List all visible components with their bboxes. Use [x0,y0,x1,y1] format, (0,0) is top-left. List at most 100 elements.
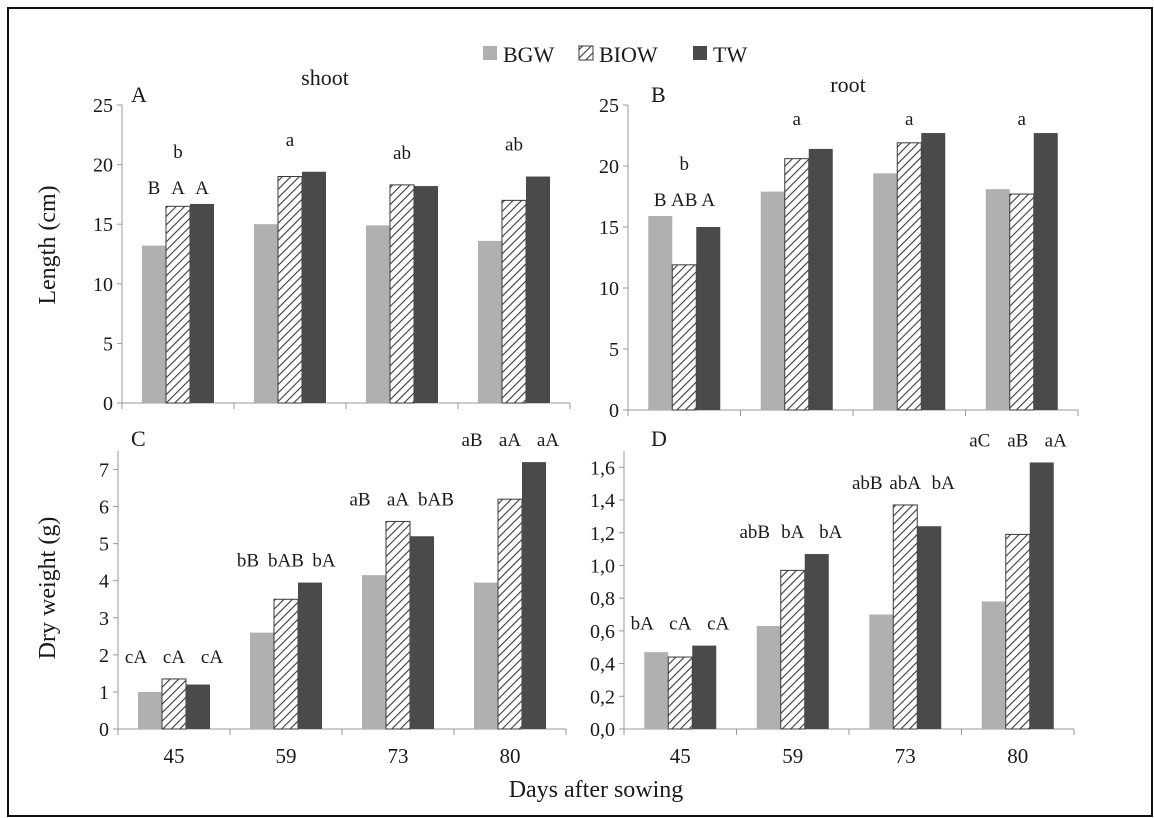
panel-a-bar-bgw [478,241,502,403]
panel-a-bar-biow [502,200,526,403]
panel-c-y-tick-label: 5 [99,534,109,556]
panel-c-y-tick-label: 1 [99,682,109,704]
panel-b-bar-bgw [986,189,1010,410]
panel-c-bar-label: cA [163,647,185,668]
y-axis-title-length: Length (cm) [35,185,61,304]
panel-d-y-tick-label: 1,0 [590,555,615,577]
panel-d-bar-label: bA [781,522,805,543]
panel-a-group-label: a [286,130,295,151]
panel-c-y-tick-label: 7 [99,460,109,482]
panel-d-bar-tw [917,526,941,729]
panel-d-bar-label: aC [969,430,990,451]
panel-d-bar-label: bA [631,614,655,635]
panel-c-bar-label: cA [125,647,147,668]
legend-swatch-tw [693,46,707,60]
panel-c-x-tick-label: 45 [164,744,185,768]
panel-d-y-tick-label: 1,2 [590,523,615,545]
panel-d-bar-label: abB [739,522,770,543]
panel-d-y-tick-label: 1,4 [590,490,615,512]
panel-b-title: root [830,72,865,97]
panel-b-bar-biow [897,143,921,410]
panel-c-bar-biow [162,679,186,729]
panel-c-bar-label: aA [387,489,409,510]
panel-d-letter: D [651,426,667,451]
panel-a-bar-biow [166,206,190,403]
panel-c-y-tick-label: 4 [99,571,109,593]
panel-a-title: shoot [301,65,349,90]
panel-d-bar-tw [1030,462,1054,729]
panel-c-bar-bgw [138,692,162,729]
panel-d-bar-tw [692,646,716,729]
panel-a-bar-bgw [366,225,390,403]
panel-d-bar-label: aA [1045,430,1067,451]
panel-d-bar-biow [893,505,917,729]
panel-b-group-label: b [680,154,690,175]
legend-label-biow: BIOW [599,42,658,67]
panel-a-group-label: ab [393,143,411,164]
panel-d-y-tick-label: 0,4 [590,654,615,676]
panel-d-bar-label: abB [852,473,883,494]
panel-c-bar-tw [410,536,434,729]
panel-a-bar-bgw [254,224,278,403]
panel-c-bar-label: bA [312,551,336,572]
panel-d-bar-biow [781,570,805,729]
panel-a-y-tick-label: 20 [93,155,113,177]
panel-b-y-tick-label: 0 [609,400,619,422]
panel-c-x-tick-label: 80 [500,744,521,768]
panel-c-bar-bgw [474,583,498,729]
panel-b-y-tick-label: 5 [609,339,619,361]
panel-a-bar-tw [526,177,550,403]
panel-c-bar-biow [498,499,522,729]
panel-d-bar-label: bA [819,522,843,543]
panel-c-bar-label: bAB [268,551,304,572]
panel-d-y-tick-label: 0,6 [590,621,615,643]
panel-d-bar-bgw [757,626,781,729]
legend-swatch-biow [579,46,593,60]
panel-c-y-tick-label: 6 [99,497,109,519]
panel-b-bar-label: A [701,190,715,211]
panel-c-bar-biow [386,521,410,729]
legend-swatch-bgw [483,46,497,60]
panel-d-x-tick-label: 73 [895,744,916,768]
panel-d-bar-tw [805,554,829,729]
panel-a-bar-tw [190,204,214,403]
panel-d-bar-label: cA [669,614,691,635]
panel-b-letter: B [651,82,666,107]
panel-d-bar-label: abA [889,473,921,494]
panel-c-bar-bgw [250,633,274,729]
panel-c-x-tick-label: 73 [388,744,409,768]
panel-d-bar-bgw [644,652,668,729]
panel-b-y-tick-label: 25 [599,95,619,117]
panel-c-letter: C [131,426,146,451]
panel-b-bar-biow [1010,194,1034,410]
legend: BGW BIOW TW [483,42,747,67]
panel-b-bar-label: AB [671,190,697,211]
legend-label-tw: TW [713,42,747,67]
legend-label-bgw: BGW [503,42,555,67]
panel-b-y-tick-label: 20 [599,156,619,178]
panel-c-bar-label: aB [461,430,482,451]
panel-a-bar-bgw [142,246,166,403]
panel-d-x-tick-label: 80 [1007,744,1028,768]
panel-d-x-tick-label: 45 [670,744,691,768]
panel-a-group-label: b [173,142,183,163]
panel-d-y-tick-label: 0,8 [590,588,615,610]
panel-d-y-tick-label: 1,6 [590,457,615,479]
panel-a-bar-label: B [148,178,161,199]
panel-a-y-tick-label: 15 [93,214,113,236]
panel-a-y-tick-label: 10 [93,274,113,296]
panel-b-bar-label: B [654,190,667,211]
panel-a-y-tick-label: 25 [93,95,113,117]
panel-b-y-tick-label: 10 [599,278,619,300]
panel-b-bar-bgw [648,216,672,410]
panel-c-bar-biow [274,599,298,729]
panel-d-bar-label: cA [707,614,729,635]
panel-b-bar-bgw [761,192,785,410]
panel-c-bar-label: aB [349,489,370,510]
panel-c-bar-label: bB [237,551,259,572]
panel-c-y-tick-label: 2 [99,645,109,667]
panel-d-bar-bgw [869,615,893,729]
panel-b-bar-tw [809,149,833,410]
panel-a-bar-label: A [195,178,209,199]
